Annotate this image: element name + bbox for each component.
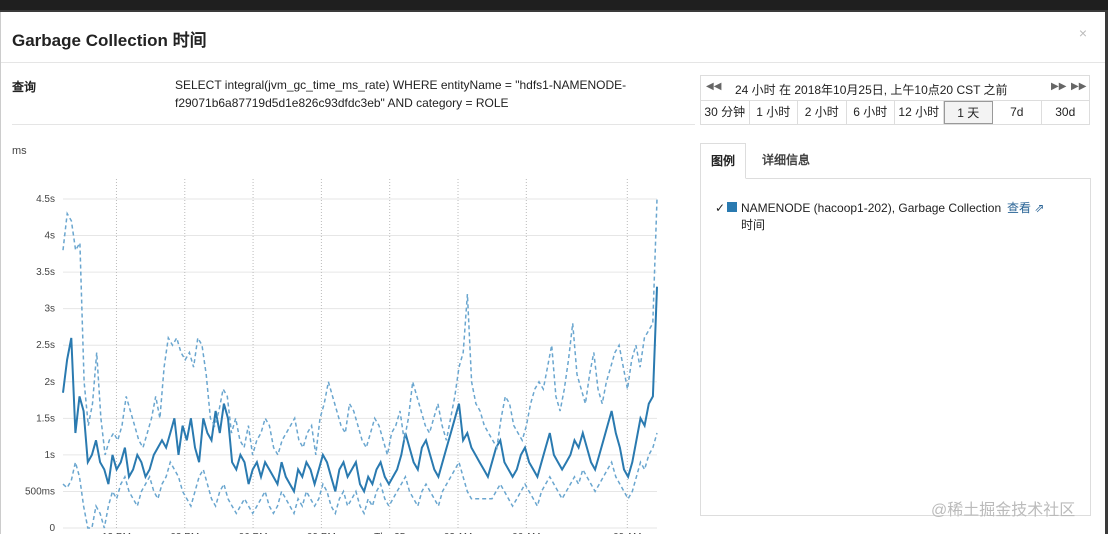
- range-button[interactable]: 30 分钟: [701, 101, 750, 124]
- tab-bar: 图例 详细信息: [700, 143, 1090, 179]
- range-buttons: 30 分钟 1 小时 2 小时 6 小时 12 小时 1 天 7d 30d: [701, 101, 1089, 124]
- range-button[interactable]: 7d: [993, 101, 1042, 124]
- x-tick-label: 09 PM: [307, 532, 336, 534]
- modal-header: Garbage Collection 时间 ×: [1, 12, 1105, 63]
- x-tick-label: 09 AM: [613, 532, 641, 534]
- divider: [12, 124, 695, 125]
- x-tick-label: 03 AM: [444, 532, 472, 534]
- watermark: @稀土掘金技术社区: [931, 502, 1076, 519]
- gc-time-chart: 0 500ms 1s 1.5s 2s 2.5s 3s 3.5s 4s 4.5s 12 PM 03 PM…: [25, 179, 658, 534]
- tab-details[interactable]: 详细信息: [762, 153, 811, 167]
- x-tick-label: 12 PM: [102, 532, 131, 534]
- close-icon[interactable]: ×: [1078, 25, 1087, 41]
- y-tick-label: 1.5s: [36, 413, 55, 424]
- x-tick-label: 03 PM: [170, 532, 199, 534]
- time-range-text: 24 小时 在 2018年10月25日, 上午10点20 CST 之前: [735, 83, 1008, 97]
- range-button[interactable]: 12 小时: [895, 101, 944, 124]
- legend-panel: ✓ NAMENODE (hacoop1-202), Garbage Collec…: [700, 178, 1091, 516]
- skip-back-icon[interactable]: ◀◀: [706, 81, 722, 92]
- range-button[interactable]: 2 小时: [798, 101, 847, 124]
- y-tick-label: 2.5s: [36, 340, 55, 351]
- range-button[interactable]: 30d: [1055, 105, 1076, 119]
- y-tick-label: 0: [49, 523, 55, 534]
- modal-dialog: Garbage Collection 时间 × 查询 SELECT integr…: [0, 12, 1105, 534]
- view-link[interactable]: 查看 ⇗: [1007, 201, 1045, 215]
- x-tick-label: 06 PM: [239, 532, 268, 534]
- series-line-dashed-upper: [62, 198, 658, 457]
- x-tick-label: Thu 25: [374, 532, 406, 534]
- x-tick-label: 06 AM: [512, 532, 540, 534]
- query-label: 查询: [12, 80, 37, 94]
- legend-label: NAMENODE (hacoop1-202), Garbage Collecti…: [741, 201, 1002, 232]
- y-tick-label: 2s: [44, 377, 55, 388]
- tab-legend[interactable]: 图例: [700, 143, 747, 179]
- check-icon: ✓: [715, 201, 726, 215]
- y-tick-label: 3.5s: [36, 267, 55, 278]
- y-tick-label: 3s: [44, 304, 55, 315]
- range-button[interactable]: 1 天: [943, 101, 993, 124]
- range-button[interactable]: 1 小时: [750, 101, 798, 124]
- query-text: SELECT integral(jvm_gc_time_ms_rate) WHE…: [175, 78, 627, 110]
- series-color-swatch: [727, 202, 737, 212]
- series-line-solid: [62, 286, 658, 495]
- range-button[interactable]: 6 小时: [847, 101, 895, 124]
- y-tick-label: 1s: [44, 450, 55, 461]
- time-range-selector: ◀◀ 24 小时 在 2018年10月25日, 上午10点20 CST 之前 ▶…: [700, 75, 1090, 125]
- y-tick-label: 500ms: [25, 486, 55, 497]
- modal-title: Garbage Collection 时间: [12, 31, 207, 50]
- series-line-dashed-lower: [62, 432, 658, 529]
- skip-end-icon[interactable]: ▶▶: [1071, 81, 1087, 92]
- y-tick-label: 4.5s: [36, 194, 55, 205]
- time-navigation: ◀◀ 24 小时 在 2018年10月25日, 上午10点20 CST 之前 ▶…: [701, 76, 1089, 101]
- forward-icon[interactable]: ▶▶: [1051, 81, 1067, 92]
- y-axis-unit: ms: [12, 145, 27, 157]
- y-tick-label: 4s: [44, 231, 55, 242]
- top-bar: [0, 0, 1108, 10]
